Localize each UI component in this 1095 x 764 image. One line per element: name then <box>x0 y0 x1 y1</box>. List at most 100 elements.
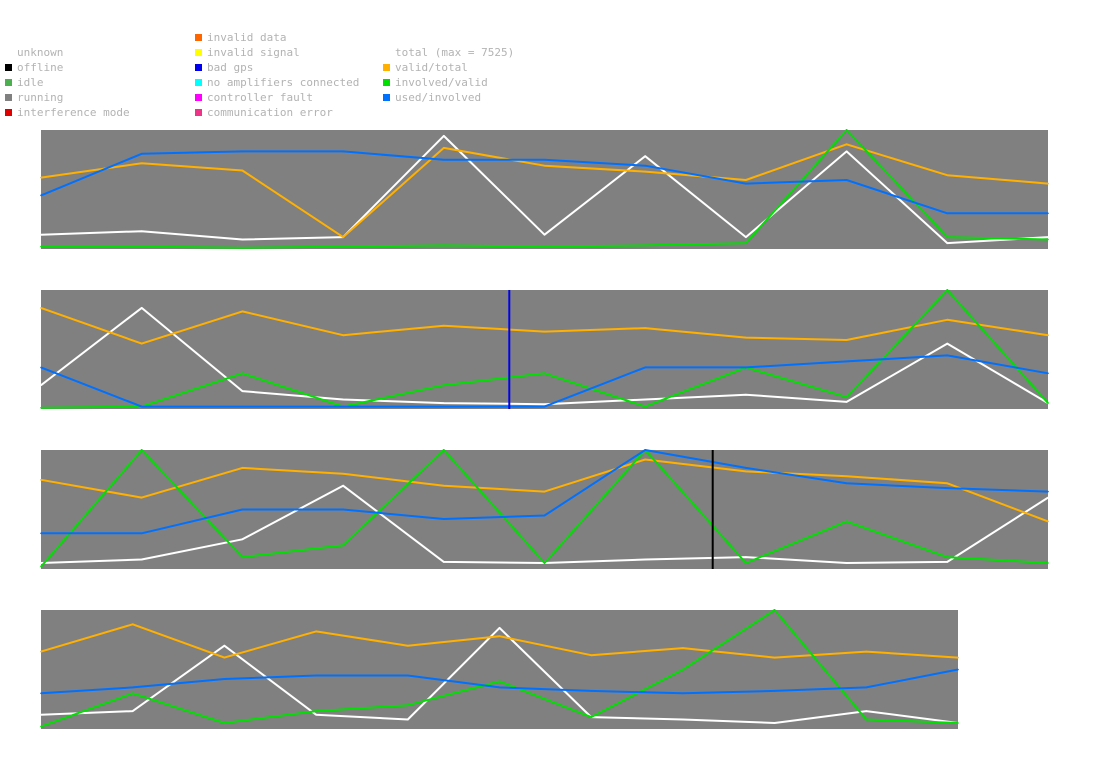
data-point <box>40 650 42 653</box>
data-point <box>946 174 949 176</box>
data-point <box>865 686 868 689</box>
legend-item-unknown: unknown <box>5 45 63 60</box>
data-point <box>223 656 226 659</box>
legend-item-running: running <box>5 90 63 105</box>
data-point <box>745 182 747 185</box>
legend-swatch <box>5 94 12 101</box>
data-point <box>543 245 546 248</box>
data-point <box>543 164 546 167</box>
data-point <box>543 159 546 161</box>
data-point <box>241 150 244 153</box>
data-point <box>241 467 244 469</box>
data-point <box>845 475 848 478</box>
data-point <box>590 654 592 656</box>
data-point <box>223 678 226 680</box>
data-point <box>223 722 226 724</box>
data-point <box>1047 334 1049 337</box>
data-point <box>140 558 143 561</box>
data-point <box>946 289 949 291</box>
data-point <box>342 334 344 337</box>
legend-item-controller-fault: controller fault <box>195 90 313 105</box>
data-point <box>342 245 344 248</box>
data-point <box>40 307 42 309</box>
data-point <box>40 532 42 535</box>
data-point <box>845 562 848 564</box>
data-point <box>590 716 592 718</box>
data-point <box>845 396 848 398</box>
legend-label: used/involved <box>395 91 482 104</box>
legend-label: valid/total <box>395 61 468 74</box>
data-point <box>644 449 646 451</box>
legend-label: running <box>17 91 64 104</box>
legend-swatch <box>383 64 390 71</box>
data-point <box>140 532 143 535</box>
data-point <box>241 169 244 172</box>
data-point <box>342 150 344 153</box>
data-point <box>644 366 646 369</box>
legend-swatch <box>195 49 202 56</box>
data-point <box>40 407 42 409</box>
data-point <box>40 562 42 564</box>
data-point <box>131 692 134 695</box>
data-point <box>1047 236 1049 238</box>
data-point <box>498 635 501 637</box>
data-point <box>443 405 445 408</box>
data-point <box>443 518 445 520</box>
data-point <box>443 484 445 487</box>
legend: unknown offline idle running interferenc… <box>5 30 565 122</box>
legend-item-communication-error: communication error <box>195 105 333 120</box>
data-point <box>443 159 445 161</box>
legend-label: no amplifiers connected <box>207 76 360 89</box>
chart-panel-4 <box>40 609 959 729</box>
data-point <box>443 324 445 327</box>
data-point <box>140 449 143 451</box>
data-point <box>1047 182 1049 185</box>
data-point <box>315 674 317 677</box>
data-point <box>946 487 949 489</box>
data-point <box>644 558 646 561</box>
data-point <box>407 674 409 677</box>
legend-label: offline <box>17 61 64 74</box>
data-point <box>543 330 546 333</box>
data-point <box>845 143 848 146</box>
data-point <box>1047 496 1049 499</box>
data-point <box>946 342 949 345</box>
legend-label: total (max = 7525) <box>395 46 515 59</box>
data-point <box>745 467 747 469</box>
data-point <box>241 556 244 558</box>
data-point <box>946 556 949 558</box>
chart-plot-area <box>41 450 1048 569</box>
data-point <box>443 402 445 404</box>
data-point <box>443 135 445 137</box>
data-point <box>407 644 409 647</box>
data-point <box>745 336 747 339</box>
legend-label: interference mode <box>17 106 130 119</box>
legend-swatch <box>5 64 12 71</box>
data-point <box>140 405 143 408</box>
data-point <box>315 710 317 712</box>
legend-swatch <box>195 94 202 101</box>
data-point <box>745 236 747 238</box>
data-point <box>946 212 949 215</box>
legend-label: communication error <box>207 106 333 119</box>
data-point <box>1047 212 1049 215</box>
data-point <box>543 403 546 406</box>
data-point <box>40 384 42 387</box>
data-point <box>745 179 747 181</box>
data-point <box>40 713 42 716</box>
legend-item-offline: offline <box>5 60 63 75</box>
legend-item-no-amplifiers-connected: no amplifiers connected <box>195 75 359 90</box>
data-point <box>315 713 317 716</box>
data-point <box>342 484 344 487</box>
data-point <box>543 562 546 564</box>
data-point <box>644 244 646 247</box>
data-point <box>140 342 143 345</box>
data-point <box>342 508 344 511</box>
data-point <box>946 242 949 244</box>
data-point <box>543 405 546 408</box>
data-point <box>644 398 646 401</box>
data-point <box>40 366 42 369</box>
chart-plot-area <box>41 130 1048 249</box>
data-point <box>745 366 747 369</box>
